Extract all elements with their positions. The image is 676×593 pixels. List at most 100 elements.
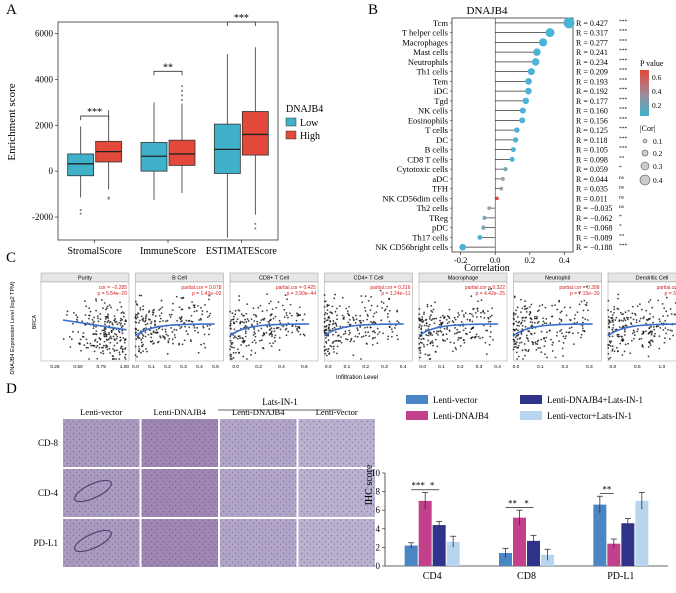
scatter-point [150,336,153,339]
scatter-point [284,294,287,297]
scatter-point [347,321,350,324]
scatter-point [96,345,99,347]
scatter-point [485,353,488,356]
scatter-point [173,333,176,336]
scatter-point [383,309,386,312]
scatter-point [518,325,520,327]
scatter-point [475,316,478,318]
scatter-point [487,316,490,319]
scatter-point [243,321,245,324]
scatter-point [328,316,331,319]
scatter-point [340,341,343,344]
scatter-point [279,328,282,331]
scatter-point [297,326,299,328]
scatter-point [246,303,249,306]
scatter-point [109,335,112,338]
facet-x-tick: 0.1 [438,364,445,370]
scatter-point [89,342,92,345]
scatter-point [435,317,438,320]
scatter-point [622,313,625,315]
scatter-point [260,327,263,330]
scatter-point [454,318,457,321]
lollipop-dot [477,234,483,240]
scatter-point [420,338,423,341]
scatter-point [97,320,100,323]
scatter-point [517,344,520,347]
scatter-point [116,349,118,352]
scatter-point [298,325,301,328]
scatter-point [536,315,538,318]
scatter-point [135,338,138,340]
scatter-point [106,348,109,351]
scatter-point [353,340,355,343]
scatter-point [229,324,231,327]
scatter-point [480,315,482,318]
ihc-image-texture [220,469,297,517]
scatter-point [633,334,636,337]
scatter-point [645,330,647,333]
scatter-point [301,319,304,321]
scatter-point [159,335,161,338]
scatter-point [463,339,465,342]
scatter-point [390,328,393,331]
scatter-point [119,319,122,322]
scatter-point [251,341,254,344]
scatter-point [329,344,332,347]
scatter-point [72,330,74,333]
scatter-point [472,307,475,310]
scatter-point [433,322,436,325]
scatter-point [457,336,460,339]
scatter-point [359,321,362,324]
scatter-point [457,312,460,314]
scatter-point [523,320,526,322]
scatter-point [374,331,376,334]
legend-swatch [520,395,542,404]
y-tick-label: 6 [376,505,381,515]
ihc-column-header: Lenti-vector [80,407,122,417]
scatter-point [246,358,248,360]
scatter-point [138,294,141,297]
significance-bracket [153,70,183,76]
scatter-point [159,320,161,323]
scatter-point [472,315,474,318]
scatter-point [68,336,71,338]
row-label: aDC [432,174,448,184]
scatter-point [564,337,567,340]
scatter-point [558,322,561,325]
scatter-point [245,321,248,323]
scatter-point [533,322,536,324]
scatter-point [658,335,661,338]
scatter-point [377,333,379,335]
scatter-point [331,305,334,308]
scatter-point [533,332,536,335]
scatter-point [268,325,271,328]
scatter-point [163,337,166,340]
facet-title: Macrophage [448,276,479,282]
scatter-point [231,312,234,315]
scatter-point [92,333,95,336]
scatter-point [380,300,383,303]
scatter-point [93,320,95,323]
facet-x-tick: 0.0 [419,364,426,370]
scatter-point [650,330,652,333]
scatter-point [608,325,610,328]
row-r-value: R = 0.059 [576,165,608,174]
scatter-point [622,338,625,341]
scatter-point [542,317,545,320]
scatter-point [482,324,485,327]
scatter-point [436,345,439,348]
scatter-point [91,318,94,321]
scatter-point [576,321,579,324]
scatter-point [106,305,109,308]
scatter-point [105,307,108,310]
scatter-point [142,350,145,353]
scatter-point [627,309,630,312]
scatter-point [262,318,264,321]
scatter-point [149,340,152,343]
row-significance: ns [619,194,624,200]
scatter-point [141,337,144,340]
scatter-point [323,325,326,328]
scatter-point [616,333,619,336]
scatter-point [69,346,72,348]
row-r-value: R = −0.188 [576,243,612,252]
